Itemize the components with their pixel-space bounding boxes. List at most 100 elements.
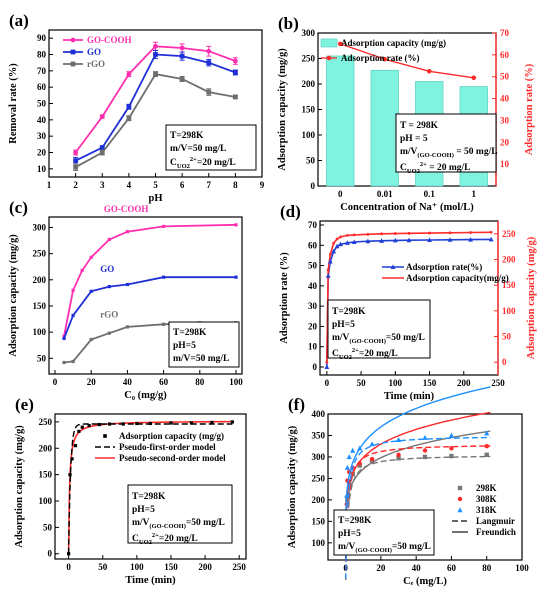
data-point-observed [121, 422, 125, 426]
data-point-capacity [366, 232, 370, 236]
y2-tick-label: 30 [500, 115, 510, 125]
x-axis-label: C₀ (mg/g) [124, 390, 167, 401]
data-point-observed [135, 421, 139, 426]
legend-entry: GO [87, 47, 101, 57]
y2-axis-label: Adsorption capacity (mg/g) [526, 236, 537, 359]
y-tick-label: 20 [308, 321, 318, 331]
y-tick-label: 50 [308, 261, 318, 271]
data-point-rate [338, 241, 343, 247]
legend-entry: Freundich [476, 527, 516, 537]
x-tick-label: 2 [73, 180, 78, 190]
legend-marker [70, 61, 76, 67]
y-axis-label: Adsorption rate (%) [279, 252, 290, 344]
data-point-rate [406, 237, 412, 243]
legend-marker [70, 37, 76, 43]
x-tick-label: 6 [180, 180, 185, 190]
panel-a: 1 2 3 4 5 6 7 8 9 10 20 30 40 50 60 70 80 90 (a) pH Removal … [8, 11, 265, 204]
annotation-concentration: CUO22+=20 mg/L [170, 156, 236, 170]
data-point-observed [73, 444, 78, 448]
data-point-rGO [206, 89, 212, 95]
y-tick-label: 20 [37, 148, 47, 158]
annotation-concentration: CUO22+ = 20 mg/L [400, 161, 471, 175]
annotation-temperature: T=298K [338, 516, 372, 526]
y-tick-label: 80 [37, 50, 47, 60]
annotation-box [165, 124, 257, 171]
data-point-rate [382, 56, 388, 62]
data-point-rate [471, 75, 477, 81]
data-point-capacity [428, 231, 431, 235]
x-axis-label: Concentration of Na⁺ (mol/L) [340, 202, 474, 213]
data-point-rGO [73, 164, 79, 170]
y-tick-label: 50 [43, 522, 53, 532]
series-line-capacity [326, 231, 492, 363]
data-point-318K [369, 441, 375, 447]
y-axis-label: Removal rate (%) [8, 63, 19, 144]
data-point-GO [89, 289, 93, 293]
data-point-GO [107, 285, 111, 289]
annotation-mass-volume: m/V(GO-COOH)=50 mg/L [338, 542, 431, 554]
data-point-318K [484, 430, 490, 436]
data-point-rate [327, 258, 333, 264]
data-point-observed [97, 422, 101, 427]
data-point-GO-COOH [99, 114, 105, 119]
data-point-rate [365, 238, 371, 244]
data-point-rate [447, 237, 453, 242]
x-tick-label: 100 [515, 563, 529, 573]
x-tick-label: 0 [325, 378, 330, 388]
annotation-ph: pH = 5 [400, 134, 428, 144]
data-point-318K [344, 492, 350, 498]
y-tick-label: 0 [48, 549, 53, 559]
data-point-rGO [126, 115, 132, 121]
y-tick-label: 350 [312, 430, 326, 440]
data-point-rGO [179, 76, 185, 82]
annotation-mass-volume: m/V(GO-COOH) = 50 mg/L [400, 147, 498, 159]
y-tick-label: 10 [37, 164, 47, 174]
data-point-GO-COOH [153, 43, 158, 49]
annotation-box [168, 321, 240, 368]
data-point-318K [346, 454, 352, 460]
data-point-318K [448, 432, 455, 438]
annotation-concentration: CUO22+=20 mg/L [332, 347, 398, 361]
data-point-observed [67, 552, 71, 556]
data-point-318K [422, 434, 428, 440]
legend-marker [390, 264, 396, 269]
panel-label: (a) [9, 11, 29, 30]
x-tick-label: 80 [482, 563, 492, 573]
annotation-box [333, 509, 435, 556]
annotation-ph: pH=5 [132, 505, 155, 515]
data-point-rGO [125, 325, 129, 329]
data-point-rate [392, 237, 398, 243]
data-point-GO-COOH [107, 237, 111, 242]
x-tick-label: 50 [98, 562, 108, 572]
panel-label: (f) [288, 395, 305, 414]
x-axis-label: Cₑ (mg/L) [403, 576, 447, 587]
y-axis-label: Adsorption capacity (mg/g) [8, 234, 19, 357]
y-tick-label: 50 [306, 156, 316, 166]
panel-c: 0 20 40 60 80 100 50 100 150 200 250 300 (c) C₀ (mg/g… [8, 198, 243, 401]
y-tick-label: 150 [302, 105, 316, 115]
y-tick-label: 200 [33, 275, 47, 285]
bar [370, 69, 399, 187]
data-point-capacity [345, 233, 349, 237]
data-point-rGO [153, 71, 158, 77]
x-tick-label: 100 [389, 378, 403, 388]
data-point-GO-COOH [71, 288, 75, 292]
plot-frame [327, 413, 523, 561]
data-point-298K [484, 452, 489, 457]
data-point-observed [169, 421, 173, 425]
y-tick-label: 70 [308, 220, 318, 230]
series-label: rGO [100, 309, 118, 319]
data-point-capacity [328, 252, 332, 256]
y-tick-label: 100 [33, 327, 47, 337]
y-tick-label: 100 [312, 538, 326, 548]
x-tick-label: 5 [153, 180, 158, 190]
legend-marker [457, 485, 463, 491]
data-point-observed [80, 425, 84, 429]
data-point-GO [234, 275, 238, 279]
data-point-318K [357, 445, 363, 451]
panel-d: 0 50 100 150 200 250 0 10 20 30 40 50 60 70 0 50 100 150 2… [279, 202, 537, 402]
data-point-rate [351, 239, 357, 245]
data-point-GO-COOH [162, 224, 166, 229]
x-tick-label: 80 [195, 377, 205, 387]
